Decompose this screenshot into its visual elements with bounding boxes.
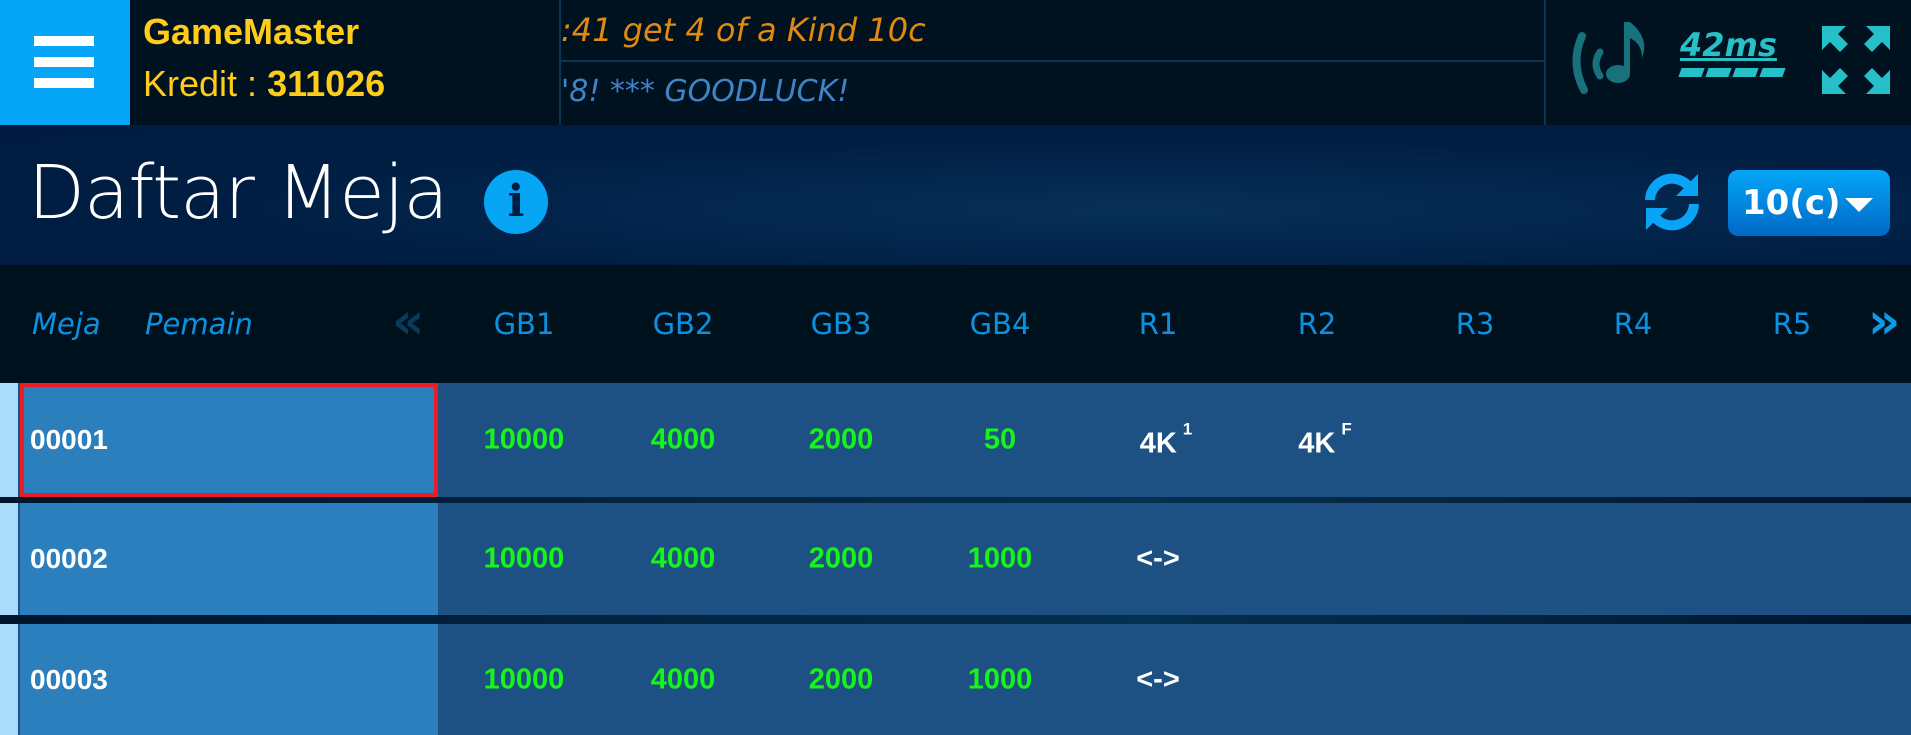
r1-value: 4K 1 bbox=[1139, 419, 1193, 460]
gb1-value: 10000 bbox=[483, 542, 565, 575]
fullscreen-icon[interactable] bbox=[1822, 26, 1890, 98]
table-row[interactable]: 00003 10000 4000 2000 1000 <-> bbox=[0, 624, 1911, 735]
refresh-icon[interactable] bbox=[1640, 170, 1704, 238]
ticker-line-1: :41 get 4 of a Kind 10c bbox=[561, 0, 1544, 62]
meja-number: 00001 bbox=[30, 424, 108, 455]
table-row[interactable]: 00002 10000 4000 2000 1000 <-> bbox=[0, 503, 1911, 615]
col-r4: R4 bbox=[1613, 307, 1653, 341]
username: GameMaster bbox=[143, 11, 360, 52]
col-r2: R2 bbox=[1297, 307, 1337, 341]
gb1-value: 10000 bbox=[483, 663, 565, 695]
news-ticker: :41 get 4 of a Kind 10c '8! *** GOODLUCK… bbox=[559, 0, 1546, 125]
col-gb4: GB4 bbox=[969, 307, 1031, 341]
col-pemain[interactable]: Pemain bbox=[145, 307, 253, 341]
stake-value: 10(c) bbox=[1742, 183, 1841, 223]
kredit-label: Kredit : bbox=[143, 63, 268, 104]
stake-dropdown[interactable]: 10(c) bbox=[1728, 170, 1890, 236]
gb2-value: 4000 bbox=[650, 663, 716, 695]
gb4-value: 50 bbox=[983, 423, 1017, 456]
user-info: GameMaster Kredit : 311026 bbox=[143, 8, 385, 112]
kredit-value: 311026 bbox=[267, 63, 386, 104]
sound-toggle-icon[interactable] bbox=[1570, 18, 1650, 102]
scroll-right-icon[interactable]: » bbox=[1868, 292, 1901, 350]
r1-value: <-> bbox=[1136, 542, 1180, 575]
title-bar bbox=[0, 125, 1911, 265]
ticker-line-2: '8! *** GOODLUCK! bbox=[561, 74, 850, 109]
hamburger-line bbox=[34, 57, 94, 67]
gb2-value: 4000 bbox=[650, 542, 716, 575]
menu-button[interactable] bbox=[0, 0, 130, 125]
r1-value: <-> bbox=[1136, 663, 1180, 695]
table-header: Meja Pemain « GB1 GB2 GB3 GB4 R1 R2 R3 R… bbox=[0, 265, 1911, 383]
scroll-left-icon[interactable]: « bbox=[392, 292, 425, 350]
page-title: Daftar Meja bbox=[28, 150, 449, 236]
col-gb3: GB3 bbox=[810, 307, 872, 341]
meja-number: 00003 bbox=[30, 663, 108, 695]
gb3-value: 2000 bbox=[808, 542, 874, 575]
col-r3: R3 bbox=[1455, 307, 1495, 341]
col-r1: R1 bbox=[1138, 307, 1178, 341]
kredit: Kredit : 311026 bbox=[143, 56, 385, 112]
gb4-value: 1000 bbox=[967, 542, 1033, 575]
row-marker bbox=[0, 503, 18, 615]
col-gb1: GB1 bbox=[493, 307, 555, 341]
ping-latency: 42ms bbox=[1680, 26, 1777, 64]
row-marker bbox=[0, 383, 18, 497]
gb3-value: 2000 bbox=[808, 423, 874, 456]
row-marker bbox=[0, 624, 18, 735]
gb2-value: 4000 bbox=[650, 423, 716, 456]
caret-down-icon bbox=[1844, 197, 1873, 212]
meja-cell[interactable]: 00001 bbox=[20, 383, 438, 497]
table-row[interactable]: 00001 10000 4000 2000 50 4K 1 4K F bbox=[0, 383, 1911, 497]
r2-value: 4K F bbox=[1298, 419, 1352, 460]
col-gb2: GB2 bbox=[652, 307, 714, 341]
col-meja[interactable]: Meja bbox=[32, 307, 101, 341]
meja-number: 00002 bbox=[30, 543, 108, 574]
row-divider bbox=[0, 615, 1911, 624]
col-r5: R5 bbox=[1772, 307, 1812, 341]
meja-cell[interactable]: 00002 bbox=[20, 503, 438, 615]
hamburger-line bbox=[34, 78, 94, 88]
row-divider bbox=[0, 497, 1911, 503]
signal-bars-icon bbox=[1678, 68, 1786, 77]
hamburger-line bbox=[34, 36, 94, 46]
meja-cell[interactable]: 00003 bbox=[20, 624, 438, 735]
gb3-value: 2000 bbox=[808, 663, 874, 695]
gb4-value: 1000 bbox=[967, 663, 1033, 695]
info-icon[interactable]: i bbox=[484, 170, 548, 234]
gb1-value: 10000 bbox=[483, 423, 565, 456]
